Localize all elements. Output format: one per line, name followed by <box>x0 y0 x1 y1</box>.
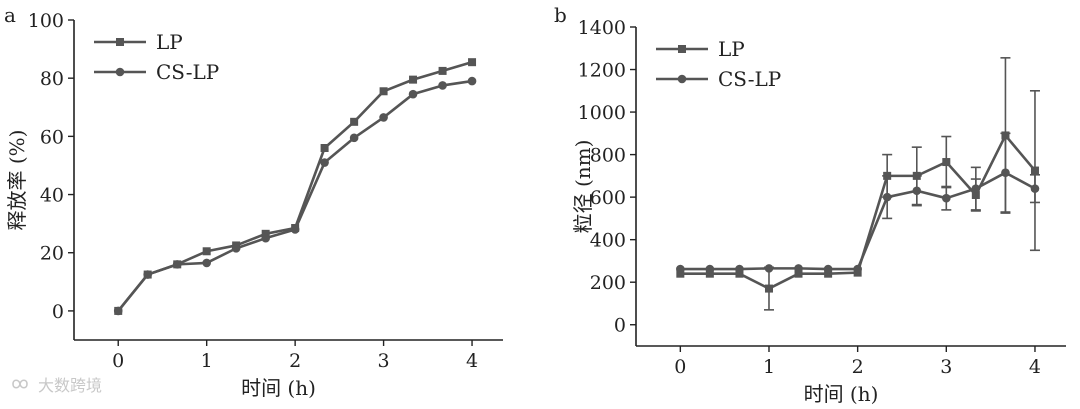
panel-b-series-lp-point <box>1030 166 1039 175</box>
panel-b-series-cs-lp-point <box>942 193 951 203</box>
panel-a-series-cs-lp-point <box>202 258 211 268</box>
panel-b-series-cs-lp-point <box>853 264 862 274</box>
watermark-text: 大数跨境 <box>38 376 103 395</box>
panel-a-x-tick-label: 4 <box>466 350 478 372</box>
panel-a-series-lp-point <box>350 117 359 126</box>
panel-b-x-tick-label: 0 <box>674 356 686 378</box>
panel-b-x-tick-label: 1 <box>763 356 775 378</box>
panel-b-y-tick-label: 600 <box>590 187 626 209</box>
panel-a-series-cs-lp-point <box>349 133 359 143</box>
panel-a-y-axis-title: 释放率 (%) <box>5 130 29 231</box>
panel-a-series-cs-lp-point <box>290 225 300 234</box>
panel-a-x-tick-label: 0 <box>112 350 124 372</box>
infinity-logo-icon <box>12 379 28 389</box>
panel-a-y-tick-label: 100 <box>28 10 64 32</box>
panel-b-series-lp-point <box>794 269 803 278</box>
panel-b-series-cs-lp-point <box>794 264 803 273</box>
panel-b-series-lp-point <box>735 269 744 278</box>
panel-b-series-cs-lp-point <box>676 264 685 274</box>
panel-a-series-cs-lp-point <box>438 81 447 90</box>
panel-a-series-cs-lp-point <box>113 306 123 316</box>
panel-a-y-tick-label: 40 <box>40 185 64 207</box>
watermark: 大数跨境 <box>6 372 102 396</box>
panel-a-series-lp-point <box>409 75 418 84</box>
panel-a-series-cs-lp-line <box>117 79 473 312</box>
panel-b-y-tick-label: 800 <box>590 145 626 167</box>
panel-b-x-axis-title: 时间 (h) <box>804 382 879 406</box>
panel-b-series-cs-lp-point <box>705 264 715 274</box>
panel-a-series-cs-lp-legend-label: CS-LP <box>156 60 219 84</box>
panel-a-series-cs-lp-legend-marker <box>115 67 125 77</box>
panel-a-series-cs-lp-point <box>467 76 477 86</box>
panel-a-y-tick-label: 80 <box>40 68 64 90</box>
panel-a-series-lp-line <box>117 60 473 312</box>
panel-b-series-cs-lp-point <box>735 264 744 274</box>
panel-a-series-lp-point <box>468 58 477 67</box>
panel-a-y-tick-label: 20 <box>40 243 64 265</box>
panel-b-x-tick-label: 4 <box>1029 356 1041 378</box>
panel-a-series-cs-lp-point <box>231 244 241 253</box>
panel-b-y-tick-label: 1400 <box>578 17 626 39</box>
chart-b: 0 1 2 3 4 0 200 400 600 800 1000 1200 1400 时间 (h) 粒径 (… <box>571 17 1066 406</box>
panel-b-series-lp-point <box>824 269 833 278</box>
panel-b-series-lp-point <box>705 269 714 278</box>
panel-b-series-cs-lp-legend-marker <box>677 74 687 84</box>
panel-b-series-lp-point <box>942 158 951 167</box>
panel-b-y-tick-label: 400 <box>590 230 626 252</box>
panel-a-x-tick-label: 3 <box>378 350 390 372</box>
panel-a-series-cs-lp-point <box>320 158 329 167</box>
panel-b-x-tick-label: 2 <box>852 356 864 378</box>
panel-b-series-cs-lp-point <box>1001 168 1010 177</box>
panel-a-series-lp-point <box>438 66 447 75</box>
panel-b-series-lp-point <box>676 269 685 278</box>
panel-a-series-cs-lp-point <box>379 113 388 122</box>
panel-b-series-cs-lp-point <box>912 186 922 196</box>
panel-b-y-tick-label: 1200 <box>578 60 626 82</box>
panel-a-letter: a <box>4 3 16 27</box>
panel-a-x-tick-label: 2 <box>289 350 301 372</box>
panel-b-y-tick-label: 1000 <box>578 102 626 124</box>
panel-a-series-cs-lp-point <box>408 89 418 99</box>
panel-b-series-lp-point <box>764 284 773 293</box>
panel-a-y-tick-label: 60 <box>40 126 64 148</box>
panel-b-series-cs-lp-point <box>1030 184 1040 193</box>
panel-a-x-tick-label: 1 <box>201 350 213 372</box>
panel-b-y-tick-label: 0 <box>614 315 626 337</box>
panel-b-series-cs-lp-point <box>764 264 774 273</box>
panel-b-letter: b <box>554 3 567 27</box>
panel-b-series-lp-legend-marker <box>678 45 686 53</box>
panel-a-x-axis-title: 时间 (h) <box>241 376 316 400</box>
panel-a-series-cs-lp-point <box>143 270 152 279</box>
panel-b-series-cs-lp-line <box>680 171 1036 271</box>
panel-b-y-tick-label: 200 <box>590 272 626 294</box>
panel-b-series-lp-legend-label: LP <box>718 37 745 61</box>
panel-a-series-cs-lp-point <box>261 233 270 243</box>
panel-a-y-tick-label: 0 <box>52 301 64 323</box>
panel-b-x-tick-label: 3 <box>940 356 952 378</box>
panel-b-series-cs-lp-legend-label: CS-LP <box>718 67 781 91</box>
panel-a-series-lp-point <box>261 229 270 238</box>
panel-a-series-lp-point <box>320 144 329 152</box>
panel-b-series-cs-lp-point <box>823 264 833 274</box>
panel-b-y-axis-title: 粒径 (nm) <box>571 140 595 234</box>
panel-a-series-lp-legend-label: LP <box>156 30 183 54</box>
panel-a-series-lp-point <box>379 87 388 96</box>
panel-a-series-lp-legend-marker <box>116 38 124 46</box>
panel-a-series-cs-lp-point <box>172 260 182 269</box>
panel-a-series-lp-point <box>202 247 211 256</box>
panel-b-series-cs-lp-point <box>882 192 892 202</box>
panel-b-series-cs-lp-point <box>971 184 981 193</box>
